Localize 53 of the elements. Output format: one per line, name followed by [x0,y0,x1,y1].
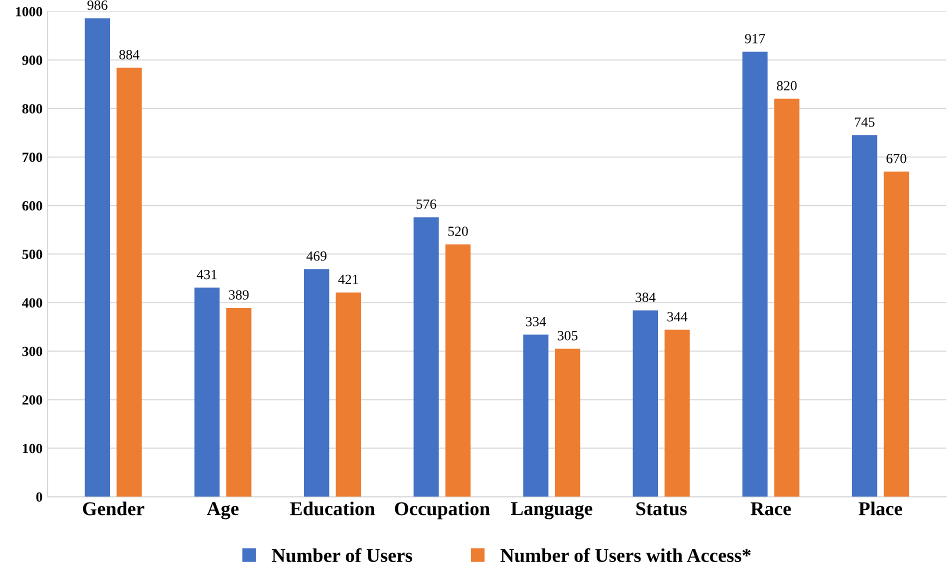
data-label: 421 [338,274,358,284]
data-label: 384 [636,292,656,302]
y-tick-label: 900 [22,56,42,65]
bar [664,330,690,497]
bar [116,68,142,497]
y-tick-label: 200 [22,395,42,405]
data-label: 469 [306,251,326,261]
data-label: 431 [196,270,217,280]
x-tick-label: Race [750,502,791,516]
data-label: 389 [229,290,249,300]
bar [84,18,110,497]
y-tick-label: 600 [22,201,42,211]
data-label: 334 [526,316,546,326]
bar [742,52,768,497]
y-tick-label: 800 [22,104,42,114]
data-label: 884 [119,50,140,60]
bar [194,288,220,497]
data-label: 986 [87,0,108,10]
legend-label: Number of Users [272,548,412,562]
bar [852,135,878,497]
x-tick-label: Occupation [394,502,490,520]
y-tick-label: 100 [22,444,42,454]
bar [554,348,580,497]
y-tick-label: 1000 [16,7,42,16]
x-tick-label: Education [290,502,375,516]
data-label: 917 [745,34,766,44]
data-label: 344 [667,312,688,322]
bar [226,308,252,497]
y-tick-label: 700 [22,152,42,162]
y-tick-label: 0 [36,492,42,502]
legend-label: Number of Users with Access* [500,548,751,562]
data-label: 670 [886,154,906,164]
data-label: 745 [855,118,874,127]
bar [774,98,800,497]
x-tick-label: Age [206,502,239,520]
bar [304,269,330,497]
bar [632,310,658,497]
bar [445,244,471,497]
y-tick-label: 500 [22,250,42,260]
data-label: 520 [448,226,468,236]
y-tick-label: 400 [22,298,42,308]
data-label: 576 [416,200,436,209]
x-tick-label: Status [636,502,687,516]
bar [523,334,548,497]
x-tick-label: Gender [82,502,144,516]
x-tick-label: Place [858,502,902,516]
data-label: 820 [776,81,797,90]
bar [884,172,909,497]
x-tick-label: Language [510,502,592,520]
data-label: 305 [558,330,578,340]
bar [336,292,361,497]
y-tick-label: 300 [22,346,42,356]
bar [414,217,439,497]
